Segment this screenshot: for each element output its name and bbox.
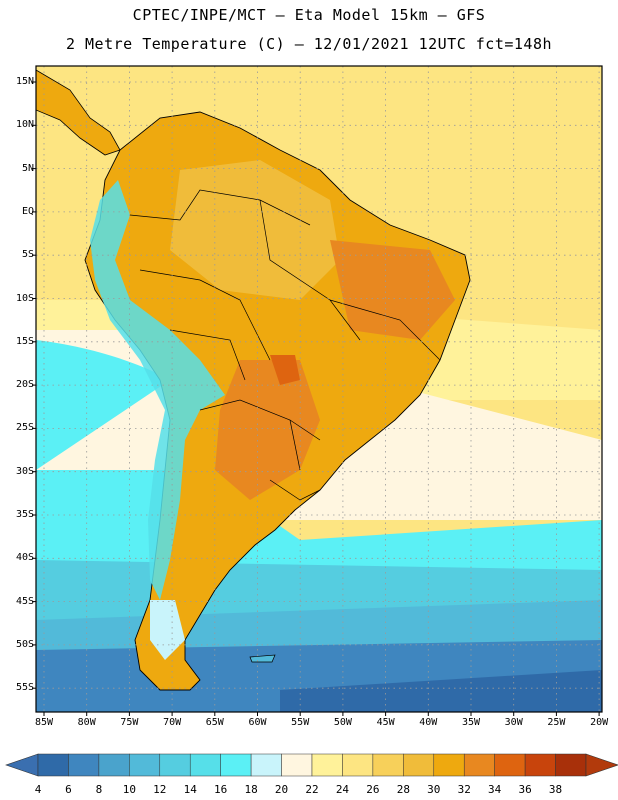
colorbar-segment	[311, 753, 343, 777]
country-borders	[129, 189, 441, 501]
colorbar-segment	[250, 753, 282, 777]
central-america-landmass	[36, 69, 121, 156]
lon-label: 35W	[461, 717, 481, 728]
lon-label: 85W	[34, 717, 54, 728]
colorbar-tick-label: 36	[518, 783, 532, 796]
falkland-islands	[249, 654, 276, 663]
colorbar-segment	[37, 753, 69, 777]
lat-label: 30S	[15, 465, 34, 477]
colorbar-tick-label: 34	[488, 783, 502, 796]
colorbar-segment	[189, 753, 221, 777]
lon-label: 75W	[120, 717, 139, 728]
colorbar-tick-label: 26	[366, 783, 380, 796]
colorbar-tick-label: 12	[153, 783, 167, 796]
lat-label: 55S	[15, 682, 34, 694]
colorbar-segment	[555, 753, 587, 777]
colorbar-tick-label: 14	[183, 783, 197, 796]
title-line-2: 2 Metre Temperature (C) – 12/01/2021 12U…	[65, 35, 553, 53]
colorbar-tick-label: 28	[396, 783, 410, 796]
lon-label: 50W	[333, 717, 352, 728]
lon-label: 80W	[77, 717, 96, 728]
title-line-1: CPTEC/INPE/MCT – Eta Model 15km – GFS	[132, 6, 486, 24]
colorbar-segment	[403, 753, 435, 777]
colorbar-segment	[281, 753, 313, 777]
lat-label: 35S	[15, 509, 34, 520]
axis-ticks	[32, 81, 600, 716]
lat-label: 15S	[15, 335, 34, 347]
map-frame	[35, 65, 603, 713]
colorbar-right-arrow	[585, 753, 618, 777]
colorbar-tick-label: 6	[65, 783, 72, 796]
colorbar-segment	[220, 753, 252, 777]
lat-label: 5N	[21, 162, 34, 174]
patagonia-cool	[150, 600, 185, 660]
colorbar-tick-label: 32	[457, 783, 471, 796]
colorbar-tick-label: 8	[95, 783, 103, 796]
colorbar-segment	[494, 753, 526, 777]
colorbar-segment	[159, 753, 191, 777]
lat-label: 25S	[15, 422, 34, 434]
colorbar-tick-label: 20	[274, 783, 289, 796]
colorbar-left-arrow	[5, 753, 39, 777]
lon-label: 65W	[205, 717, 224, 728]
graticule	[36, 66, 602, 712]
lat-label: 5S	[21, 249, 34, 261]
lon-label: 45W	[376, 717, 395, 728]
lon-label: 60W	[248, 717, 267, 728]
lon-label: 20W	[590, 717, 609, 728]
lat-label: 45S	[15, 595, 34, 607]
lon-label: 25W	[547, 717, 566, 728]
colorbar-tick-label: 10	[122, 783, 136, 796]
lat-label: 40S	[15, 552, 34, 564]
colorbar-segment	[68, 753, 100, 777]
colorbar-segment	[129, 753, 161, 777]
colorbar-segment	[372, 753, 404, 777]
chaco-hot	[215, 360, 320, 500]
colorbar-segment	[433, 753, 465, 777]
lat-label: 20S	[15, 379, 34, 391]
colorbar-segment	[342, 753, 374, 777]
colorbar-tick-label: 16	[214, 783, 228, 796]
map-field	[36, 66, 602, 712]
lon-label: 70W	[163, 717, 182, 728]
pantanal-hot	[270, 355, 300, 385]
colorbar-segment	[524, 753, 556, 777]
lat-label: 50S	[15, 638, 34, 650]
lon-label: 55W	[291, 717, 310, 728]
colorbar-tick-label: 30	[427, 783, 441, 796]
lat-label: EQ	[21, 205, 34, 217]
lon-label: 30W	[504, 717, 523, 728]
colorbar-segment	[463, 753, 495, 777]
ocean-band-6	[280, 670, 602, 712]
colorbar-tick-label: 4	[34, 783, 42, 796]
lon-label: 40W	[419, 717, 438, 728]
lat-label: 10S	[15, 292, 34, 304]
lat-label: 15N	[15, 76, 34, 87]
colorbar-tick-label: 38	[548, 783, 563, 796]
colorbar-tick-label: 18	[244, 783, 258, 796]
ocean-band-pacific-cool	[36, 340, 170, 470]
amazon-region	[170, 160, 340, 300]
lat-label: 10N	[15, 119, 34, 131]
northeast-brazil-hot	[330, 240, 455, 340]
colorbar-tick-label: 22	[305, 783, 319, 796]
colorbar-segment	[98, 753, 130, 777]
colorbar-tick-label: 24	[335, 783, 350, 796]
temperature-map	[32, 65, 603, 716]
andes-cold-band	[90, 180, 225, 600]
